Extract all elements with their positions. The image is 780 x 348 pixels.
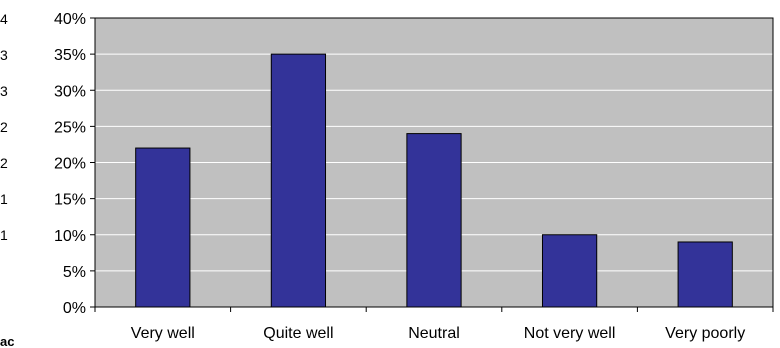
y-tick-label: 35% (54, 47, 86, 64)
bars (135, 53, 733, 308)
x-tick-label: Very well (131, 325, 195, 342)
clipped-fragment: 2 (0, 119, 8, 135)
x-axis: Very well Quite well Neutral Not very well V… (94, 307, 774, 342)
y-tick-label: 5% (63, 264, 86, 281)
x-tick-label: Very poorly (665, 325, 745, 342)
gridlines (95, 53, 773, 272)
bar (541, 234, 598, 308)
y-tick-label: 10% (54, 228, 86, 245)
clipped-fragment: 2 (0, 155, 8, 171)
clipped-fragment-bottom: ac (0, 334, 14, 348)
clipped-fragment: 3 (0, 83, 8, 99)
clipped-fragment: 4 (0, 11, 8, 27)
y-tick-label: 40% (54, 11, 86, 28)
x-tick-label: Quite well (263, 325, 333, 342)
clipped-fragment: 3 (0, 47, 8, 63)
y-tick-label: 25% (54, 119, 86, 136)
y-tick-label: 0% (63, 300, 86, 317)
x-tick-label: Neutral (408, 325, 460, 342)
clipped-fragment: 1 (0, 191, 8, 207)
y-axis: 0% 5% 10% 15% 20% 25% 30% 35% 40% (54, 11, 95, 317)
y-tick-label: 30% (54, 83, 86, 100)
bar (677, 241, 733, 308)
clipped-fragment: 1 (0, 227, 8, 243)
bar (270, 53, 327, 308)
clipped-axis-title-fragments: 4 3 3 2 2 1 1 ac (0, 11, 14, 348)
bar (406, 133, 462, 308)
bar (135, 147, 191, 308)
y-tick-label: 15% (54, 192, 86, 209)
x-tick-label: Not very well (524, 325, 616, 342)
y-tick-label: 20% (54, 156, 86, 173)
